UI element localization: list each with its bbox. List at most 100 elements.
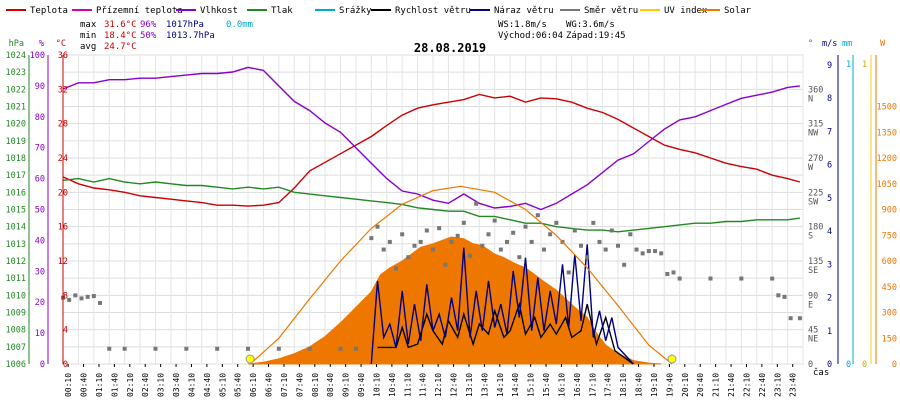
wind-direction-point xyxy=(455,233,460,238)
pressure-axis-tick-label: 1024 xyxy=(6,51,26,61)
wind-direction-point xyxy=(671,270,676,275)
wind-direction-point xyxy=(307,346,312,351)
wind-direction-point xyxy=(492,218,497,223)
wind-axis-tick-label: 6 xyxy=(827,161,832,171)
direction-axis-compass-label: N xyxy=(808,94,813,104)
wind-direction-point xyxy=(480,243,485,248)
wind-direction-point xyxy=(498,247,503,252)
pressure-axis-tick-label: 1018 xyxy=(6,154,26,164)
wind-direction-point xyxy=(461,220,466,225)
x-tick-label: 19:10 xyxy=(650,373,659,397)
direction-axis-tick-label: 0 xyxy=(808,360,813,370)
wind-axis-tick-label: 3 xyxy=(827,260,832,270)
legend-item-label: UV index xyxy=(664,6,708,16)
x-tick-label: 11:10 xyxy=(403,373,412,397)
wind-direction-point xyxy=(776,293,781,298)
wind-axis-unit-label: m/s xyxy=(822,39,837,49)
x-tick-label: 07:40 xyxy=(295,373,304,397)
wind-direction-point xyxy=(91,294,96,299)
wind-direction-point xyxy=(449,239,454,244)
direction-axis-tick-label: 270 xyxy=(808,154,823,164)
x-tick-label: 00:40 xyxy=(80,373,89,397)
marker-z-pad xyxy=(667,354,677,364)
x-tick-label: 12:10 xyxy=(434,373,443,397)
wind-direction-point xyxy=(387,239,392,244)
direction-axis-tick-label: 225 xyxy=(808,188,823,198)
legend-item-label: Solar xyxy=(724,6,752,16)
pressure-axis-tick-label: 1016 xyxy=(6,188,26,198)
pressure-axis-tick-label: 1011 xyxy=(6,274,26,284)
pressure-axis-unit-label: hPa xyxy=(9,39,24,49)
x-tick-label: 18:40 xyxy=(635,373,644,397)
humidity-axis-tick-label: 90 xyxy=(35,82,45,92)
wind-direction-point xyxy=(554,220,559,225)
direction-axis-tick-label: 45 xyxy=(808,326,818,336)
wind-direction-point xyxy=(369,236,374,241)
pressure-axis-tick-label: 1017 xyxy=(6,171,26,181)
wind-direction-point xyxy=(85,294,90,299)
x-tick-label: 14:40 xyxy=(511,373,520,397)
wind-direction-point xyxy=(548,232,553,237)
legend-item-label: Směr větru xyxy=(584,6,638,16)
solar-axis-tick-label: 1050 xyxy=(877,180,897,190)
wind-axis-tick-label: 9 xyxy=(827,61,832,71)
x-tick-label: 01:10 xyxy=(95,373,104,397)
solar-axis-tick-label: 600 xyxy=(882,257,897,267)
wind-direction-point xyxy=(184,346,189,351)
wind-axis-tick-label: 0 xyxy=(827,360,832,370)
x-tick-label: 00:10 xyxy=(64,373,73,397)
wind-direction-point xyxy=(468,253,472,258)
wind-direction-point xyxy=(443,262,448,267)
x-tick-label: 05:40 xyxy=(234,373,243,397)
x-tick-label: 14:10 xyxy=(496,373,505,397)
wind-direction-point xyxy=(424,228,429,233)
x-tick-label: 20:10 xyxy=(681,373,690,397)
wind-direction-point xyxy=(797,316,802,321)
x-tick-label: 20:40 xyxy=(696,373,705,397)
stat-ws: WS:1.8m/s xyxy=(498,20,547,30)
humidity-axis-tick-label: 30 xyxy=(35,267,45,277)
x-tick-label: 19:40 xyxy=(665,373,674,397)
x-tick-label: 23:40 xyxy=(789,373,798,397)
solar-axis-tick-label: 300 xyxy=(882,309,897,319)
humidity-axis-tick-label: 70 xyxy=(35,144,45,154)
direction-axis-tick-label: 360 xyxy=(808,85,823,95)
x-tick-label: 15:40 xyxy=(542,373,551,397)
wind-direction-point xyxy=(381,247,386,252)
stat-min-pres: 1013.7hPa xyxy=(166,31,215,41)
wind-direction-point xyxy=(535,213,540,218)
humidity-axis-unit-label: % xyxy=(39,39,44,49)
pressure-axis-tick-label: 1019 xyxy=(6,137,26,147)
series-line-tlak xyxy=(62,177,800,233)
pressure-axis-tick-label: 1015 xyxy=(6,206,26,216)
stat-sunset: Západ:19:45 xyxy=(566,31,626,41)
wind-direction-point xyxy=(486,232,491,237)
x-tick-label: 06:10 xyxy=(249,373,258,397)
pressure-axis-tick-label: 1020 xyxy=(6,120,26,130)
wind-direction-point xyxy=(73,293,78,298)
pressure-axis-tick-label: 1007 xyxy=(6,343,26,353)
wind-direction-point xyxy=(646,249,651,254)
x-tick-label: 17:40 xyxy=(604,373,613,397)
solar-axis-tick-label: 1350 xyxy=(877,128,897,138)
wind-direction-point xyxy=(517,255,522,260)
x-tick-label: 23:10 xyxy=(773,373,782,397)
wind-direction-point xyxy=(591,220,596,225)
uv-axis-tick-label: 0 xyxy=(862,360,867,370)
direction-axis-compass-label: S xyxy=(808,232,813,242)
x-tick-label: 22:10 xyxy=(742,373,751,397)
wind-direction-point xyxy=(418,239,423,244)
x-tick-label: 12:40 xyxy=(450,373,459,397)
wind-direction-point xyxy=(603,247,608,252)
wind-direction-point xyxy=(566,270,571,275)
humidity-axis-tick-label: 40 xyxy=(35,236,45,246)
humidity-axis-tick-label: 60 xyxy=(35,175,45,185)
wind-direction-point xyxy=(640,251,645,256)
wind-direction-point xyxy=(122,346,127,351)
solar-axis-tick-label: 750 xyxy=(882,231,897,241)
x-tick-label: 02:10 xyxy=(126,373,135,397)
axes: 1006100710081009101010111012101310141015… xyxy=(6,39,897,397)
wind-axis-tick-label: 5 xyxy=(827,194,832,204)
stat-max-label: max xyxy=(80,20,97,30)
